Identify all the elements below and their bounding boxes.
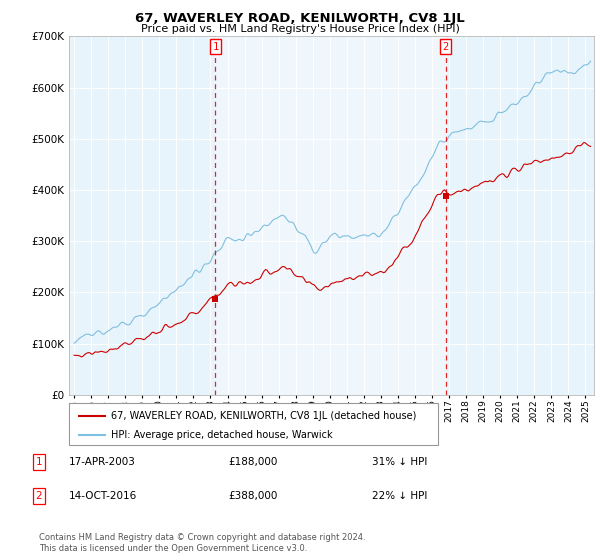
Text: 1: 1 [212,42,218,52]
Text: Price paid vs. HM Land Registry's House Price Index (HPI): Price paid vs. HM Land Registry's House … [140,24,460,34]
FancyBboxPatch shape [69,403,438,445]
Text: 67, WAVERLEY ROAD, KENILWORTH, CV8 1JL (detached house): 67, WAVERLEY ROAD, KENILWORTH, CV8 1JL (… [112,411,417,421]
Text: 1: 1 [35,457,43,467]
Text: 2: 2 [35,491,43,501]
Text: 67, WAVERLEY ROAD, KENILWORTH, CV8 1JL: 67, WAVERLEY ROAD, KENILWORTH, CV8 1JL [135,12,465,25]
Text: £388,000: £388,000 [228,491,277,501]
Text: 17-APR-2003: 17-APR-2003 [69,457,136,467]
Text: £188,000: £188,000 [228,457,277,467]
Bar [215,36,446,395]
Text: 31% ↓ HPI: 31% ↓ HPI [372,457,427,467]
Text: Contains HM Land Registry data © Crown copyright and database right 2024.
This d: Contains HM Land Registry data © Crown c… [39,533,365,553]
Text: 22% ↓ HPI: 22% ↓ HPI [372,491,427,501]
Text: 14-OCT-2016: 14-OCT-2016 [69,491,137,501]
Text: 2: 2 [442,42,449,52]
Text: HPI: Average price, detached house, Warwick: HPI: Average price, detached house, Warw… [112,430,333,440]
